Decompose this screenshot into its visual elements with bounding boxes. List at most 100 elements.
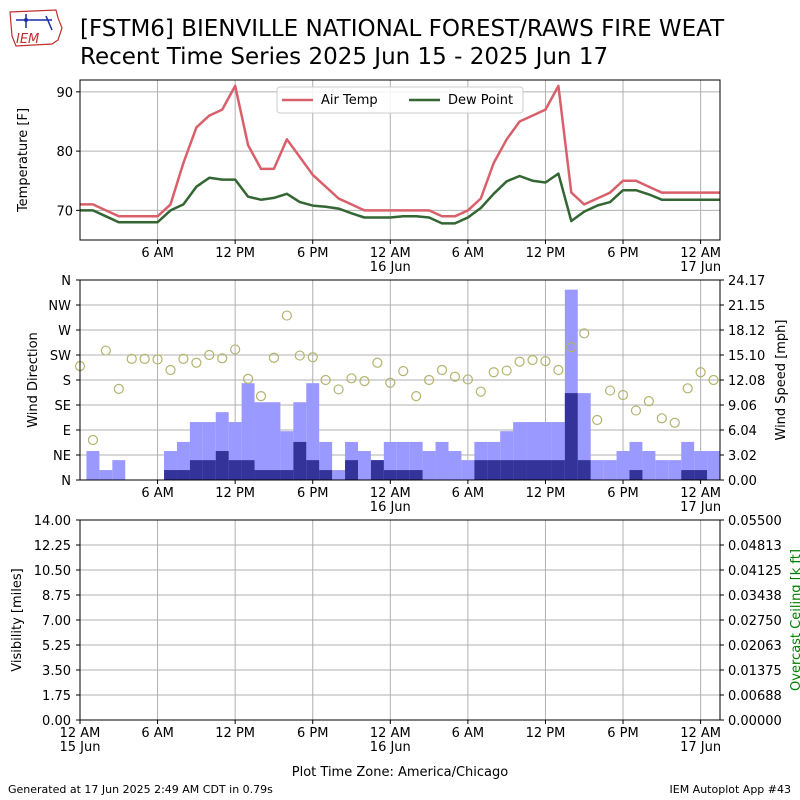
wind-direction-point <box>191 357 202 368</box>
x-tick-date-label: 16 Jun <box>370 260 411 275</box>
gust-bar <box>254 402 268 480</box>
legend-air-temp: Air Temp <box>321 93 378 108</box>
wind-direction-point <box>242 373 254 384</box>
chart-title: [FSTM6] BIENVILLE NATIONAL FOREST/RAWS F… <box>80 16 725 42</box>
wind-direction-point <box>617 389 629 401</box>
speed-bar <box>241 460 255 480</box>
ceiling-ylabel: Overcast Ceiling [k ft] <box>789 549 800 691</box>
wind-direction-point <box>411 391 422 402</box>
wind-direction-point <box>501 365 512 376</box>
x-tick-label: 6 AM <box>452 726 485 741</box>
ceiling-tick-label: 0.04125 <box>728 564 782 579</box>
dew-point-line <box>80 172 720 225</box>
wind-direction-point <box>320 374 331 386</box>
speed-tick-label: 15.10 <box>728 349 765 364</box>
wind-direction-point <box>307 352 318 363</box>
visibility-tick-label: 10.50 <box>34 564 71 579</box>
speed-bar <box>176 470 190 480</box>
gust-bar <box>422 451 436 480</box>
speed-bar <box>345 460 358 480</box>
speed-bar <box>228 460 242 480</box>
gust-bar <box>668 460 682 480</box>
direction-tick-label: SE <box>55 399 71 414</box>
x-axis-label: Plot Time Zone: America/Chicago <box>292 765 508 780</box>
wind-direction-point <box>346 373 357 384</box>
speed-bar <box>564 393 578 480</box>
wind-direction-point <box>165 364 176 376</box>
wind-direction-point <box>592 414 603 426</box>
wind-direction-point <box>656 413 667 424</box>
wind-panel: N NE E SE S SW W NW N 0.00 3.02 6.04 9.06 12.08 15.10… <box>26 274 789 515</box>
speed-bar <box>293 441 307 480</box>
speed-bar <box>551 460 565 480</box>
x-tick-label: 12 AM <box>680 486 721 501</box>
ceiling-tick-label: 0.01375 <box>728 664 782 679</box>
gust-bar <box>357 451 371 480</box>
x-tick-date-label: 17 Jun <box>680 260 721 275</box>
gust-bar <box>306 383 320 480</box>
speed-tick-label: 21.15 <box>728 299 765 314</box>
wind-direction-point <box>333 384 344 395</box>
gust-bar <box>267 402 281 480</box>
wind-direction-point <box>178 353 189 364</box>
wind-direction-point <box>423 374 435 386</box>
visibility-tick-label: 3.50 <box>42 664 71 679</box>
x-tick-label: 6 PM <box>607 486 638 501</box>
speed-bar <box>474 460 488 480</box>
wind-direction-point <box>281 310 292 321</box>
wind-direction-point <box>230 344 241 355</box>
logo-text: IEM <box>16 32 39 47</box>
x-tick-label: 6 PM <box>297 246 328 261</box>
wind-direction-point <box>462 374 473 385</box>
speed-bar <box>254 470 268 480</box>
wind-direction-point <box>605 385 616 396</box>
gust-bar <box>590 460 604 480</box>
x-tick-label: 6 PM <box>297 486 328 501</box>
speed-bar <box>513 460 527 480</box>
wind-direction-point <box>152 354 163 365</box>
speed-bar <box>202 460 216 480</box>
x-tick-date-label: 17 Jun <box>680 740 721 755</box>
ceiling-tick-label: 0.02750 <box>728 614 782 629</box>
wind-direction-point <box>553 364 564 376</box>
visibility-tick-label: 0.00 <box>42 714 71 729</box>
ceiling-tick-label: 0.04813 <box>728 539 782 554</box>
wind-direction-point <box>204 349 215 361</box>
visibility-panel: 0.001.753.505.257.008.7510.5012.2514.00 … <box>10 514 800 780</box>
x-tick-label: 6 AM <box>141 486 174 501</box>
iem-logo: IEM <box>6 6 64 52</box>
speed-bar <box>409 470 423 480</box>
x-tick-label: 6 PM <box>607 726 638 741</box>
gust-bar <box>655 460 669 480</box>
speed-bar <box>526 460 539 480</box>
x-tick-date-label: 16 Jun <box>370 500 411 515</box>
visibility-tick-label: 12.25 <box>34 539 71 554</box>
gust-bar <box>241 383 255 480</box>
wind-direction-point <box>100 345 111 356</box>
x-tick-date-label: 16 Jun <box>370 740 411 755</box>
wind-direction-point <box>540 356 551 367</box>
temperature-legend: Air Temp Dew Point <box>276 86 524 114</box>
temperature-frame <box>79 79 721 241</box>
gust-bar <box>332 470 346 480</box>
wind-direction-point <box>217 353 228 364</box>
speed-tick-label: 24.17 <box>728 274 765 289</box>
wind-direction-point <box>126 353 137 364</box>
wind-direction-point <box>385 377 396 388</box>
speed-bar <box>500 460 514 480</box>
ceiling-tick-label: 0.00000 <box>728 714 782 729</box>
speed-bar <box>280 470 294 480</box>
gust-bar <box>603 460 617 480</box>
x-tick-label: 12 AM <box>680 246 721 261</box>
direction-tick-label: NW <box>48 299 71 314</box>
gust-bar <box>616 451 630 480</box>
speed-tick-label: 12.08 <box>728 374 765 389</box>
gust-bar <box>112 460 126 480</box>
direction-tick-label: N <box>61 274 71 289</box>
visibility-tick-label: 14.00 <box>34 514 71 529</box>
ceiling-tick-label: 0.00688 <box>728 689 782 704</box>
chart-subtitle: Recent Time Series 2025 Jun 15 - 2025 Ju… <box>80 44 609 70</box>
wind-direction-point <box>695 367 706 378</box>
speed-tick-label: 9.06 <box>728 399 757 414</box>
